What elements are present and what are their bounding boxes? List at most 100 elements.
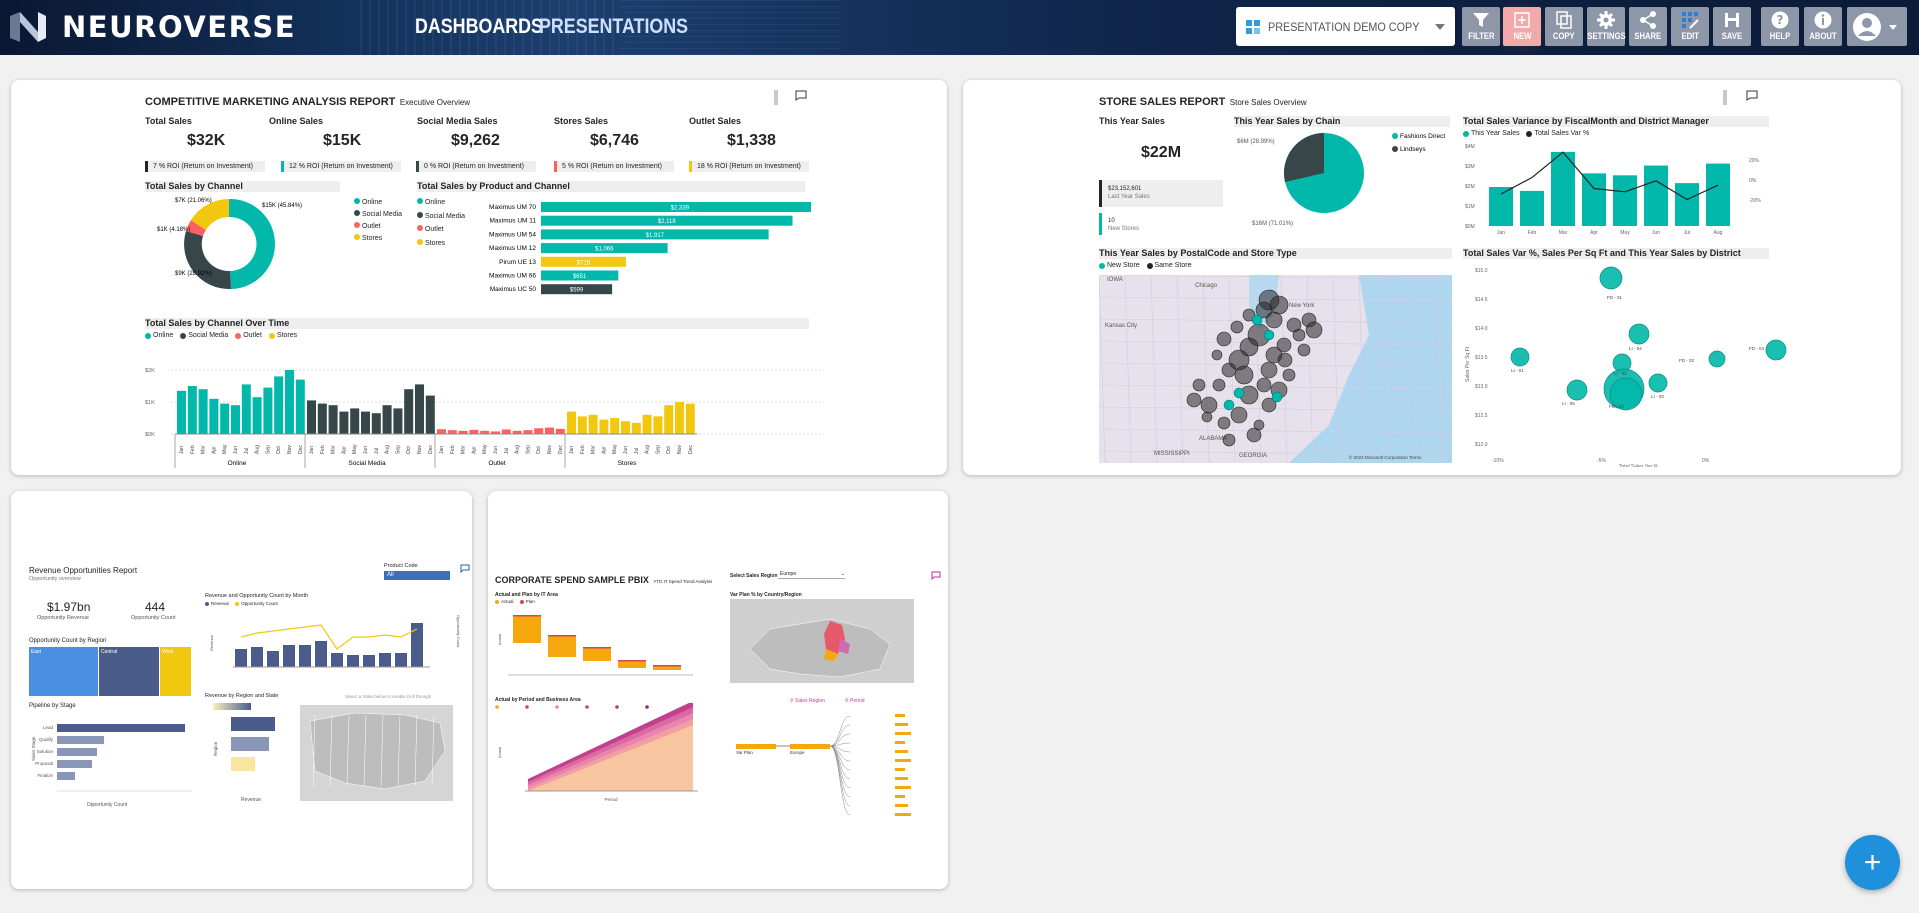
map-title: This Year Sales by PostalCode and Store … <box>1099 248 1452 259</box>
presentation-select[interactable]: PRESENTATION DEMO COPY <box>1236 7 1455 46</box>
time-bar <box>437 429 446 434</box>
month-bar <box>347 655 359 667</box>
waterfall-chart[interactable]: Actual <box>493 605 703 685</box>
filter-button[interactable]: FILTER <box>1462 7 1500 46</box>
edit-button[interactable]: EDIT <box>1671 7 1709 46</box>
store-bubble-map[interactable]: Chicago New York IOWA Kansas City ALABAMA MIS… <box>1099 275 1452 463</box>
europe-map[interactable] <box>730 599 914 683</box>
add-presentation-button[interactable]: + <box>1845 835 1900 890</box>
product-value: $651 <box>573 274 587 280</box>
time-bar <box>198 389 208 434</box>
district-label: LI - 01 <box>1511 368 1524 373</box>
month-tick: Nov <box>677 445 683 454</box>
about-button[interactable]: ABOUT <box>1804 7 1842 46</box>
time-bar <box>610 418 620 434</box>
revenue-kpi-value: $1.97bn <box>47 600 91 614</box>
store-bubble <box>1242 308 1256 322</box>
group-label: Online <box>228 460 247 467</box>
time-bar <box>675 402 684 434</box>
district-label: FD - 01 <box>1607 295 1623 300</box>
presentation-select-value: PRESENTATION DEMO COPY <box>1268 19 1420 34</box>
settings-button[interactable]: SETTINGS <box>1587 7 1625 46</box>
svg-text:Mar: Mar <box>1559 230 1568 236</box>
svg-text:⚲ Period: ⚲ Period <box>845 698 865 704</box>
month-tick: Sep <box>265 445 271 454</box>
save-button-label: SAVE <box>1721 31 1743 41</box>
store-bubble <box>1217 416 1231 430</box>
sales-region-select[interactable]: Europe ⌄ <box>778 571 845 579</box>
stage-bar <box>57 736 104 744</box>
state-chart-and-map[interactable]: Region Revenue <box>205 701 465 811</box>
district-bubble <box>1599 266 1623 290</box>
store-bubble <box>1201 411 1213 423</box>
tree-leaf-bar <box>895 786 911 789</box>
pie-title: This Year Sales by Chain <box>1234 116 1450 127</box>
comment-icon[interactable] <box>460 564 470 573</box>
stage-bar <box>57 760 92 768</box>
pipeline-stage-chart[interactable]: Lead Qualify Solution Proposal Finalize Sales… <box>27 711 202 811</box>
district-scatter-chart[interactable]: $15.0 $14.5 $14.0 $13.5 $13.0 $12.5 $12.0 -10% -… <box>1459 262 1899 467</box>
svg-text:$13.5: $13.5 <box>1475 355 1488 361</box>
comment-icon[interactable] <box>931 571 941 580</box>
region-tile-central[interactable]: Central <box>99 647 159 696</box>
kpi-label-online: Online Sales <box>269 116 324 126</box>
user-menu-button[interactable] <box>1847 7 1907 46</box>
tree-leaf-bar <box>895 795 905 798</box>
pie-chart[interactable]: $6M (28.99%) $16M (71.01%) Fashions Dire… <box>1234 128 1450 228</box>
new-button[interactable]: NEW <box>1503 7 1541 46</box>
time-bar-chart[interactable]: $2K $1K $0K Jan Feb Mar Apr May Jun Jul Aug Sep Oct N… <box>141 342 821 472</box>
share-button[interactable]: SHARE <box>1629 7 1667 46</box>
help-button[interactable]: ? HELP <box>1761 7 1799 46</box>
store-bubble <box>1216 331 1232 347</box>
month-bar <box>235 649 247 667</box>
map-label: New York <box>1289 303 1315 309</box>
report-card-revenue-opportunities[interactable]: Revenue Opportunities Report Opportunity… <box>11 491 472 889</box>
variance-combo-chart[interactable]: $4M $3M $2M $1M $0M 20% 0% -20% Jan Feb Mar Apr May J… <box>1459 138 1769 238</box>
nav-dashboards[interactable]: DASHBOARDS <box>415 15 543 38</box>
report-card-corporate-spend[interactable]: CORPORATE SPEND SAMPLE PBIX YTD IT Spend… <box>488 491 948 889</box>
time-bar <box>534 428 544 434</box>
nav-presentations[interactable]: PRESENTATIONS <box>539 15 689 38</box>
stacked-area-chart[interactable]: Actual Period <box>493 703 703 803</box>
decomposition-tree[interactable]: ⚲ Sales Region ⚲ Period Var Plan Europe <box>730 696 945 816</box>
kpi-label-this-year: This Year Sales <box>1099 116 1165 126</box>
donut-chart[interactable]: $15K (45.84%) $9K (28.92%) $1K (4.18%) $… <box>145 192 345 292</box>
new-store-bubble <box>1271 391 1283 403</box>
report-title: CORPORATE SPEND SAMPLE PBIX <box>495 575 649 585</box>
comment-icon[interactable] <box>1746 90 1758 101</box>
month-tick: Apr <box>601 446 607 454</box>
district-bubble <box>1609 377 1643 411</box>
legend-social: Social Media <box>424 212 466 220</box>
roi-note-total: 7 % ROI (Return on Investment) <box>145 161 265 172</box>
count-kpi-value: 444 <box>145 600 166 614</box>
region-tile-east[interactable]: East <box>29 647 98 696</box>
save-button[interactable]: SAVE <box>1713 7 1751 46</box>
map-label: ALABAMA <box>1199 436 1227 442</box>
store-bubble <box>1277 352 1293 368</box>
month-combo-chart[interactable]: Revenue Opportunity Count <box>205 607 465 682</box>
variance-legend-sales: This Year Sales <box>1471 130 1520 137</box>
svg-text:Revenue: Revenue <box>209 634 214 651</box>
time-bar <box>599 419 609 434</box>
report-card-store-sales[interactable]: STORE SALES REPORT Store Sales Overview … <box>963 80 1901 475</box>
svg-text:Lead: Lead <box>43 725 54 730</box>
copy-button[interactable]: COPY <box>1545 7 1583 46</box>
svg-text:May: May <box>1620 230 1630 236</box>
product-value: $599 <box>570 288 584 294</box>
svg-text:Feb: Feb <box>1528 230 1537 236</box>
comment-icon[interactable] <box>795 90 807 101</box>
product-code-select[interactable]: All <box>384 571 450 580</box>
product-value: $1,917 <box>646 233 665 239</box>
product-bar <box>541 270 619 281</box>
svg-text:Jun: Jun <box>1652 230 1660 236</box>
store-bubble <box>1256 377 1272 393</box>
region-tile-west[interactable]: West <box>160 647 191 696</box>
time-bar <box>642 414 652 434</box>
svg-text:Aug: Aug <box>1714 230 1723 236</box>
product-bar-chart[interactable]: Maximus UM 70 $2,339 Maximus UM 11 $2,118 Ma… <box>461 200 811 300</box>
month-tick: May <box>482 444 488 454</box>
report-card-competitive-marketing[interactable]: COMPETITIVE MARKETING ANALYSIS REPORT Ex… <box>11 80 947 475</box>
kpi-value-this-year: $22M <box>1141 144 1182 161</box>
svg-text:Jan: Jan <box>1497 230 1505 236</box>
stage-bar <box>57 724 185 732</box>
